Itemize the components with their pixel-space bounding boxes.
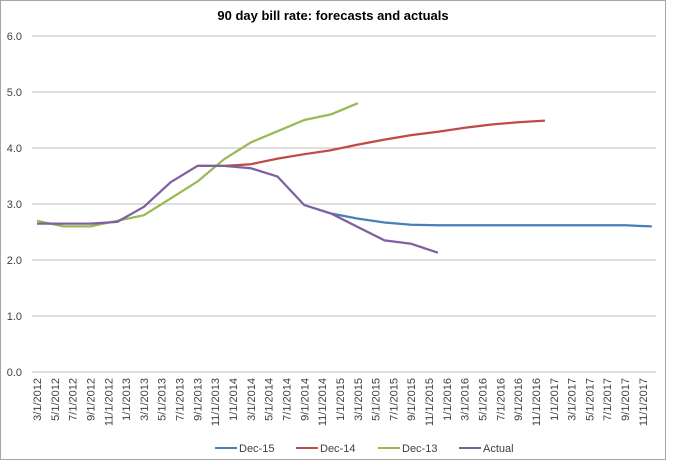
x-tick-label: 7/1/2012 [68, 378, 80, 421]
x-tick-label: 7/1/2015 [388, 378, 400, 421]
x-tick-label: 9/1/2012 [85, 378, 97, 421]
legend-label: Dec-15 [239, 443, 274, 455]
legend-label: Actual [483, 443, 514, 455]
y-tick-label: 3.0 [7, 199, 22, 211]
legend-item: Dec-13 [378, 443, 437, 455]
legend-label: Dec-14 [320, 443, 355, 455]
y-tick-label: 4.0 [7, 143, 22, 155]
x-tick-label: 1/1/2017 [549, 378, 561, 421]
x-tick-label: 3/1/2014 [246, 378, 258, 421]
x-tick-label: 1/1/2014 [228, 378, 240, 421]
x-tick-label: 3/1/2015 [353, 378, 365, 421]
x-tick-label: 5/1/2016 [478, 378, 490, 421]
x-tick-label: 11/1/2015 [424, 378, 436, 426]
x-tick-label: 1/1/2013 [121, 378, 133, 421]
x-tick-label: 1/1/2015 [335, 378, 347, 421]
x-tick-label: 7/1/2014 [281, 378, 293, 421]
x-tick-label: 11/1/2013 [210, 378, 222, 426]
chart-frame [0, 0, 666, 460]
x-tick-label: 7/1/2017 [602, 378, 614, 421]
x-tick-label: 11/1/2016 [531, 378, 543, 426]
y-tick-label: 0.0 [7, 367, 22, 379]
y-tick-label: 1.0 [7, 311, 22, 323]
legend-item: Dec-14 [296, 443, 355, 455]
x-tick-label: 5/1/2012 [50, 378, 62, 421]
x-tick-label: 3/1/2012 [32, 378, 44, 421]
series-line-actual [37, 164, 439, 254]
x-tick-label: 7/1/2013 [175, 378, 187, 421]
x-tick-label: 3/1/2017 [567, 378, 579, 421]
x-tick-label: 9/1/2017 [620, 378, 632, 421]
series-line-dec-15 [330, 212, 652, 228]
x-tick-label: 5/1/2017 [584, 378, 596, 421]
x-tick-label: 9/1/2015 [406, 378, 418, 421]
x-tick-label: 5/1/2015 [371, 378, 383, 421]
legend-item: Dec-15 [215, 443, 274, 455]
x-tick-label: 11/1/2012 [103, 378, 115, 426]
legend-item: Actual [459, 443, 514, 455]
y-tick-label: 2.0 [7, 255, 22, 267]
x-tick-label: 1/1/2016 [442, 378, 454, 421]
x-tick-label: 9/1/2014 [299, 378, 311, 421]
x-tick-label: 5/1/2013 [157, 378, 169, 421]
series-line-dec-14 [197, 119, 545, 168]
x-tick-label: 11/1/2017 [638, 378, 650, 426]
x-tick-label: 5/1/2014 [264, 378, 276, 421]
y-tick-label: 6.0 [7, 31, 22, 43]
x-tick-label: 9/1/2013 [192, 378, 204, 421]
legend-label: Dec-13 [402, 443, 437, 455]
y-tick-label: 5.0 [7, 87, 22, 99]
x-tick-label: 9/1/2016 [513, 378, 525, 421]
chart-title: 90 day bill rate: forecasts and actuals [217, 8, 448, 23]
x-tick-label: 3/1/2013 [139, 378, 151, 421]
x-tick-label: 3/1/2016 [460, 378, 472, 421]
x-tick-label: 11/1/2014 [317, 378, 329, 426]
series-line-dec-13 [36, 102, 359, 228]
x-tick-label: 7/1/2016 [495, 378, 507, 421]
